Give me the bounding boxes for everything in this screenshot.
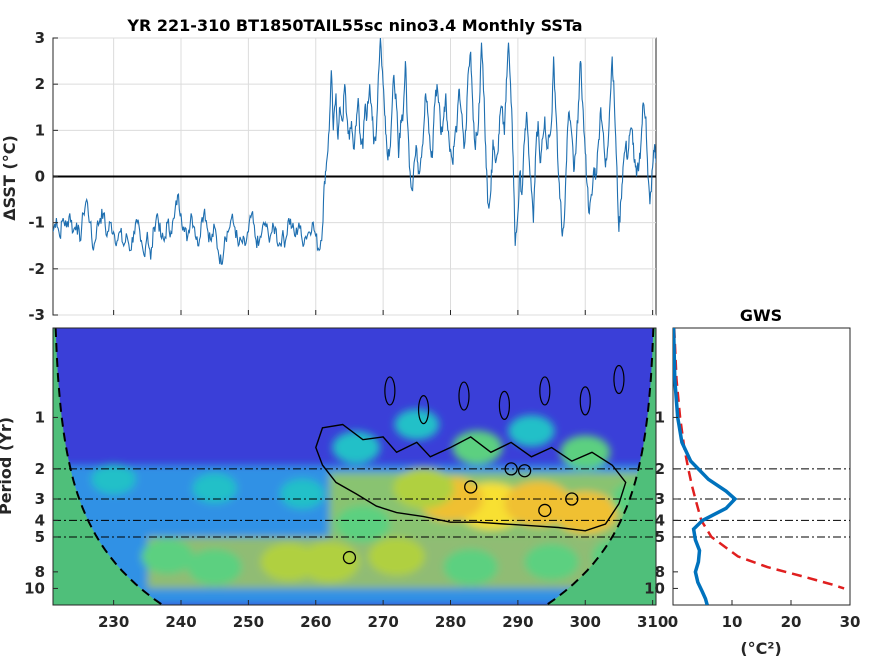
wavelet-power-spot (508, 415, 555, 447)
significance-contour (315, 423, 627, 532)
gws-plot-area (672, 327, 851, 606)
wavelet-x-tick-label: 260 (300, 613, 331, 631)
wavelet-power-spot (524, 543, 579, 581)
wavelet-x-tick-label: 290 (502, 613, 533, 631)
gws-x-tick-label: 30 (840, 613, 861, 631)
wavelet-power-spot (560, 435, 611, 470)
wavelet-power-spot (187, 548, 242, 586)
timeseries-y-tick-label: 2 (35, 75, 45, 93)
gws-y-tick-label: 2 (655, 460, 665, 478)
wavelet-power-spot (452, 430, 503, 465)
wavelet-ylabel: Period (Yr) (0, 417, 15, 515)
gws-y-tick-label: 3 (655, 490, 665, 508)
gws-xlabel: (°C²) (740, 639, 781, 656)
significance-contour (613, 364, 625, 395)
timeseries-title: YR 221-310 BT1850TAIL55sc nino3.4 Monthl… (126, 16, 582, 35)
wavelet-x-tick-label: 300 (570, 613, 601, 631)
significance-contour (384, 376, 396, 406)
gws-spectrum-line (673, 328, 738, 605)
wavelet-power-spot (553, 491, 617, 534)
gws-significance-line (673, 328, 845, 590)
gws-x-tick-label: 20 (781, 613, 802, 631)
gws-reference-lines (673, 468, 850, 538)
timeseries-y-tick-label: 3 (35, 29, 45, 47)
wavelet-x-tick-label: 310 (637, 613, 668, 631)
gws-y-tick-label: 4 (655, 511, 665, 529)
significance-contour (458, 381, 470, 411)
wavelet-y-ticks: 1 2 3 45 810 (24, 408, 58, 597)
timeseries-y-tick-label: -1 (28, 214, 45, 232)
wavelet-y-tick-label: 4 (35, 511, 45, 529)
wavelet-x-tick-label: 230 (98, 613, 129, 631)
wavelet-power-map (53, 409, 656, 605)
wavelet-power-spot (279, 478, 325, 510)
timeseries-ylabel: ΔSST (°C) (0, 135, 19, 221)
timeseries-y-ticks: -3 -2 -1 0 1 2 3 (28, 29, 654, 324)
gws-y-ticks: 1 2 3 45 810 (644, 408, 678, 597)
cone-of-influence-mask (53, 328, 656, 605)
timeseries-y-tick-label: -3 (28, 306, 45, 324)
wavelet-x-tick-label: 280 (435, 613, 466, 631)
wavelet-y-tick-label: 3 (35, 490, 45, 508)
gws-x-tick-label: 10 (722, 613, 743, 631)
wavelet-power-spot (394, 409, 440, 440)
wavelet-power-spot (368, 537, 425, 576)
timeseries-panel: YR 221-310 BT1850TAIL55sc nino3.4 Monthl… (0, 16, 657, 324)
wavelet-power-spot (443, 548, 498, 586)
wavelet-reference-lines (53, 468, 656, 538)
wavelet-x-tick-label: 270 (367, 613, 398, 631)
gws-x-ticks: 0 10 20 30 (668, 600, 861, 631)
significance-contour (517, 464, 532, 478)
significance-contour (464, 480, 478, 494)
gws-y-tick-label: 5 (655, 528, 665, 546)
wavelet-y-tick-label: 5 (35, 528, 45, 546)
wavelet-power-spot (335, 505, 391, 543)
significance-contour (538, 503, 552, 518)
wavelet-x-tick-label: 240 (165, 613, 196, 631)
significance-contour (417, 394, 430, 425)
wavelet-y-tick-label: 1 (35, 408, 45, 426)
significance-contour (579, 386, 591, 416)
gws-x-tick-label: 0 (668, 613, 678, 631)
wavelet-x-ticks: 230 240 250 260 270 280 290 300 310 (98, 600, 668, 631)
wavelet-y-tick-label: 2 (35, 460, 45, 478)
wavelet-power-spot (332, 431, 381, 464)
wavelet-power-spot (141, 538, 194, 575)
significance-contour (498, 390, 511, 420)
wavelet-power-spot (298, 541, 360, 583)
gws-y-tick-label: 1 (655, 408, 665, 426)
significance-contour (539, 376, 551, 406)
wavelet-power-spot (192, 473, 238, 504)
cone-of-influence-line (54, 328, 655, 605)
wavelet-y-tick-label: 10 (24, 579, 45, 597)
wavelet-plot-area (52, 327, 657, 606)
timeseries-y-tick-label: 1 (35, 121, 45, 139)
gws-y-tick-label: 8 (655, 563, 665, 581)
timeseries-y-tick-label: -2 (28, 260, 45, 278)
significance-contour (342, 550, 357, 565)
gws-y-tick-label: 10 (644, 579, 665, 597)
wavelet-power-spot (260, 542, 318, 582)
timeseries-line (53, 38, 656, 265)
gws-title: GWS (740, 306, 782, 325)
timeseries-y-tick-label: 0 (35, 168, 45, 186)
wavelet-y-tick-label: 8 (35, 563, 45, 581)
wavelet-power-spot (91, 463, 136, 495)
wavelet-x-tick-label: 250 (233, 613, 264, 631)
wavelet-power-spot (393, 467, 455, 509)
